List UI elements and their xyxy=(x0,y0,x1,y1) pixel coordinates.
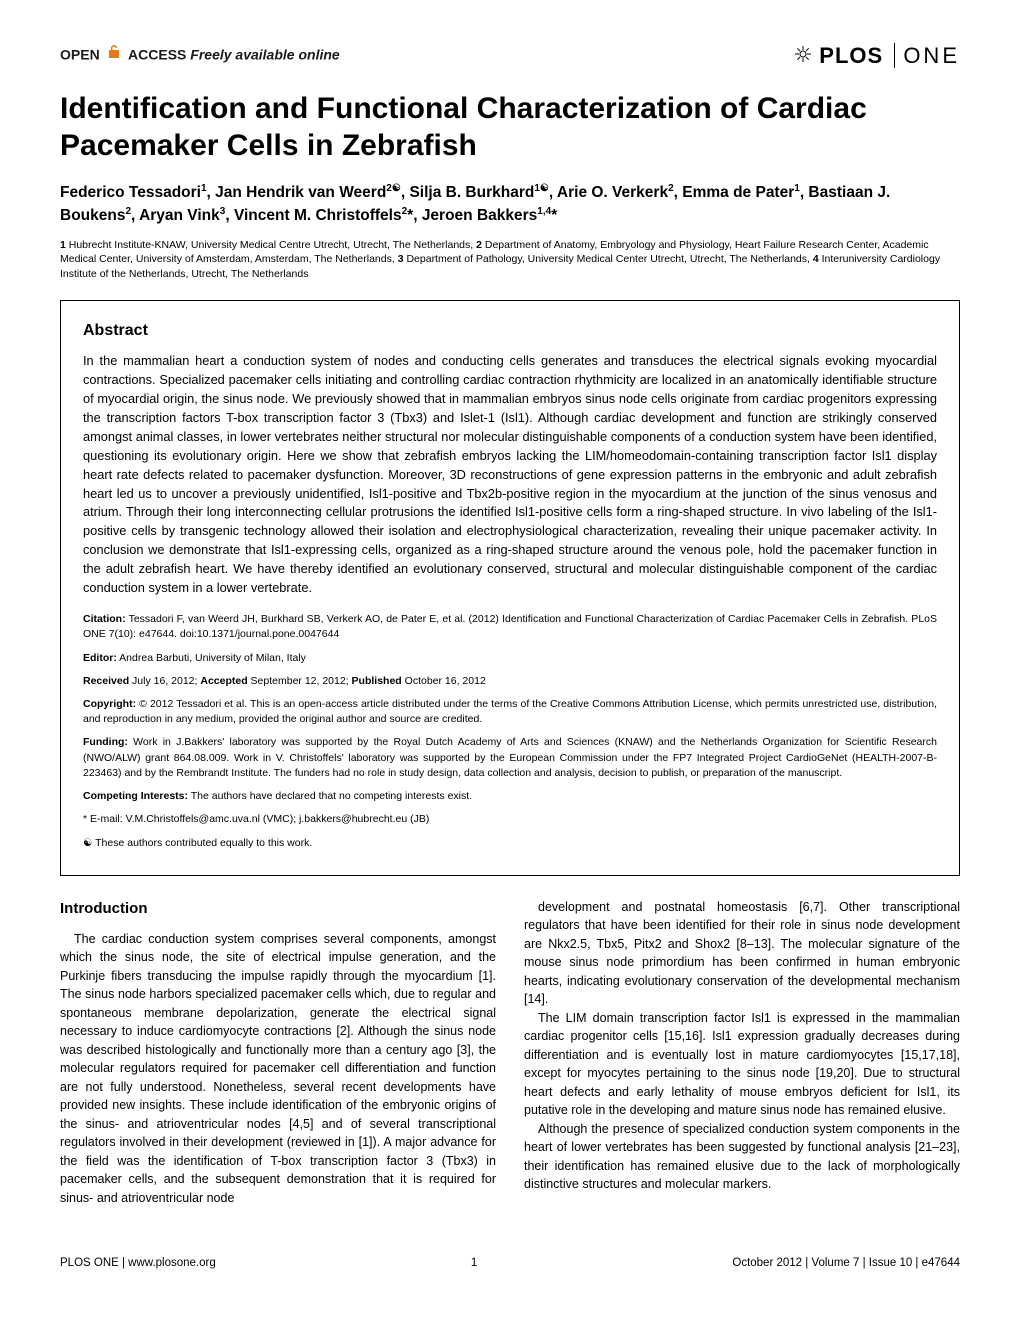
abstract-heading: Abstract xyxy=(83,319,937,342)
citation-label: Citation: xyxy=(83,613,126,625)
dates-line: Received July 16, 2012; Accepted Septemb… xyxy=(83,674,937,689)
footer-right: October 2012 | Volume 7 | Issue 10 | e47… xyxy=(732,1255,960,1272)
funding-label: Funding: xyxy=(83,736,128,748)
article-title: Identification and Functional Characteri… xyxy=(60,90,960,165)
intro-p4: Although the presence of specialized con… xyxy=(524,1120,960,1194)
competing-label: Competing Interests: xyxy=(83,790,188,802)
abstract-box: Abstract In the mammalian heart a conduc… xyxy=(60,300,960,876)
competing-line: Competing Interests: The authors have de… xyxy=(83,789,937,804)
intro-p2: development and postnatal homeostasis [6… xyxy=(524,898,960,1009)
plos-text: PLOS xyxy=(819,43,883,68)
freely-text: Freely available online xyxy=(190,47,339,63)
copyright-text: © 2012 Tessadori et al. This is an open-… xyxy=(83,698,937,725)
funding-text: Work in J.Bakkers' laboratory was suppor… xyxy=(83,736,937,778)
editor-label: Editor: xyxy=(83,652,117,664)
contrib-line: ☯ These authors contributed equally to t… xyxy=(83,836,937,851)
plos-circle-icon xyxy=(795,49,816,66)
published-text: October 16, 2012 xyxy=(405,675,486,687)
competing-text: The authors have declared that no compet… xyxy=(191,790,472,802)
journal-logo: PLOS ONE xyxy=(795,40,960,72)
author-list: Federico Tessadori1, Jan Hendrik van Wee… xyxy=(60,181,960,228)
intro-heading: Introduction xyxy=(60,898,496,920)
intro-p1: The cardiac conduction system comprises … xyxy=(60,930,496,1208)
footer-left: PLOS ONE | www.plosone.org xyxy=(60,1255,216,1272)
received-text: July 16, 2012; xyxy=(132,675,197,687)
accepted-label: Accepted xyxy=(200,675,247,687)
top-bar: OPEN ACCESS Freely available online PLOS… xyxy=(60,40,960,72)
intro-p3: The LIM domain transcription factor Isl1… xyxy=(524,1009,960,1120)
citation-text: Tessadori F, van Weerd JH, Burkhard SB, … xyxy=(83,613,937,640)
open-text: OPEN xyxy=(60,47,100,63)
citation-line: Citation: Tessadori F, van Weerd JH, Bur… xyxy=(83,612,937,642)
access-text: ACCESS xyxy=(128,47,186,63)
accepted-text: September 12, 2012; xyxy=(251,675,349,687)
page-footer: PLOS ONE | www.plosone.org 1 October 201… xyxy=(60,1247,960,1272)
open-access-badge: OPEN ACCESS Freely available online xyxy=(60,44,340,67)
one-text: ONE xyxy=(894,43,960,68)
editor-text: Andrea Barbuti, University of Milan, Ita… xyxy=(119,652,306,664)
footer-page-number: 1 xyxy=(471,1255,477,1272)
copyright-label: Copyright: xyxy=(83,698,136,710)
published-label: Published xyxy=(352,675,402,687)
funding-line: Funding: Work in J.Bakkers' laboratory w… xyxy=(83,735,937,781)
email-line: * E-mail: V.M.Christoffels@amc.uva.nl (V… xyxy=(83,812,937,827)
received-label: Received xyxy=(83,675,129,687)
affiliations: 1 Hubrecht Institute-KNAW, University Me… xyxy=(60,238,960,282)
copyright-line: Copyright: © 2012 Tessadori et al. This … xyxy=(83,697,937,727)
editor-line: Editor: Andrea Barbuti, University of Mi… xyxy=(83,651,937,666)
abstract-text: In the mammalian heart a conduction syst… xyxy=(83,352,937,598)
introduction-section: Introduction The cardiac conduction syst… xyxy=(60,898,960,1208)
lock-icon xyxy=(107,47,125,64)
